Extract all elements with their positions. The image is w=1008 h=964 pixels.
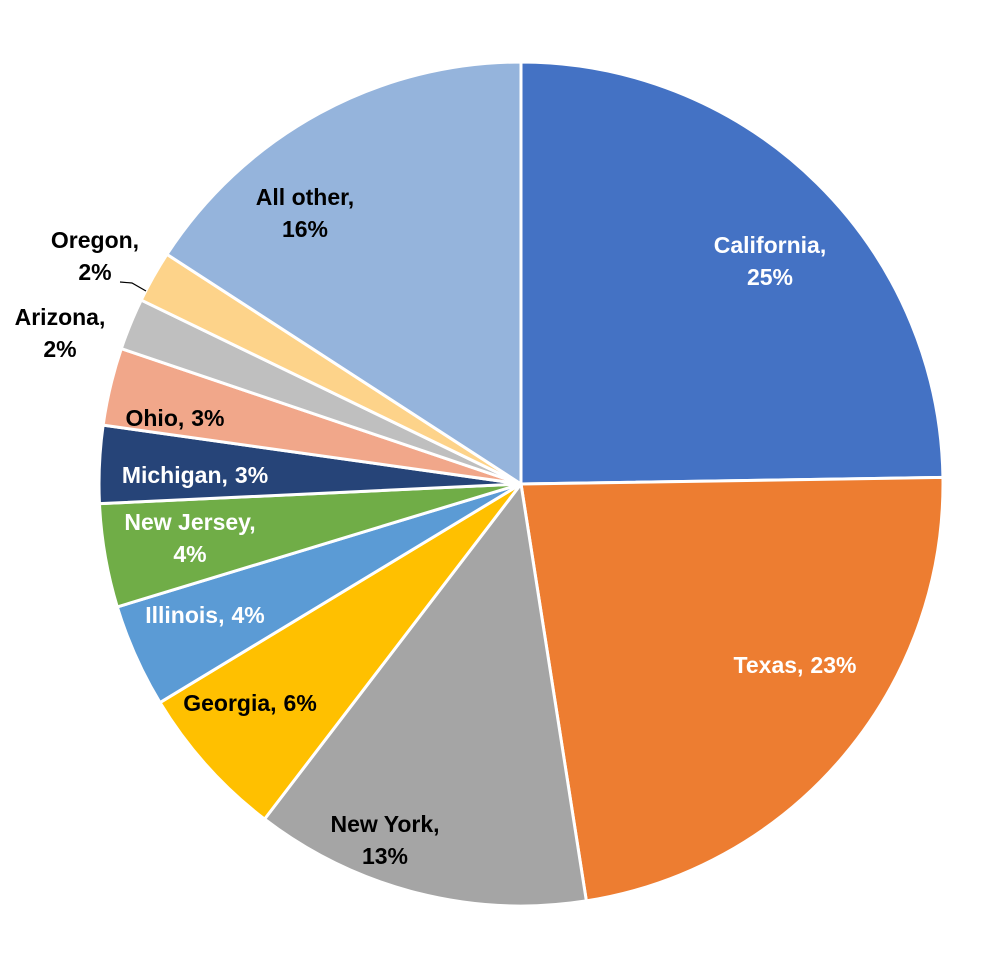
category-label: California, (714, 232, 826, 258)
pie-slice (157, 482, 523, 822)
pie-slice (164, 60, 523, 487)
category-label: Arizona, (15, 304, 106, 330)
value-label: 3% (191, 405, 224, 431)
category-label: All other, (256, 184, 354, 210)
category-label: Georgia, (183, 690, 276, 716)
slice-label: Texas, 23% (734, 652, 857, 678)
pie-slice (519, 475, 945, 903)
slice-label: New Jersey, 4% (124, 509, 255, 567)
slice-label: Illinois, 4% (145, 602, 264, 628)
category-label: New Jersey, (124, 509, 255, 535)
category-label: New York, (330, 811, 439, 837)
category-label: Oregon, (51, 227, 139, 253)
pie-slice (519, 60, 945, 486)
slice-label: Michigan, 3% (122, 462, 268, 488)
slice-label: Oregon, 2% (51, 227, 139, 285)
slice-label: Georgia, 6% (183, 690, 317, 716)
value-label: 25% (747, 264, 793, 290)
slice-label: Ohio, 3% (125, 405, 224, 431)
pie-slice (262, 480, 589, 908)
slice-label: All other, 16% (256, 184, 354, 242)
slice-label: Arizona, 2% (15, 304, 106, 362)
category-label: Illinois, (145, 602, 224, 628)
value-label: 4% (173, 541, 206, 567)
value-label: 6% (284, 690, 317, 716)
value-label: 2% (78, 259, 111, 285)
category-label: Texas, (734, 652, 804, 678)
value-label: 3% (235, 462, 268, 488)
leader-line (119, 281, 147, 292)
value-label: 23% (810, 652, 856, 678)
value-label: 4% (231, 602, 264, 628)
value-label: 2% (43, 336, 76, 362)
value-label: 13% (362, 843, 408, 869)
category-label: Ohio, (125, 405, 184, 431)
slice-label: California, 25% (714, 232, 826, 290)
category-label: Michigan, (122, 462, 228, 488)
slice-label: New York, 13% (330, 811, 439, 869)
value-label: 16% (282, 216, 328, 242)
